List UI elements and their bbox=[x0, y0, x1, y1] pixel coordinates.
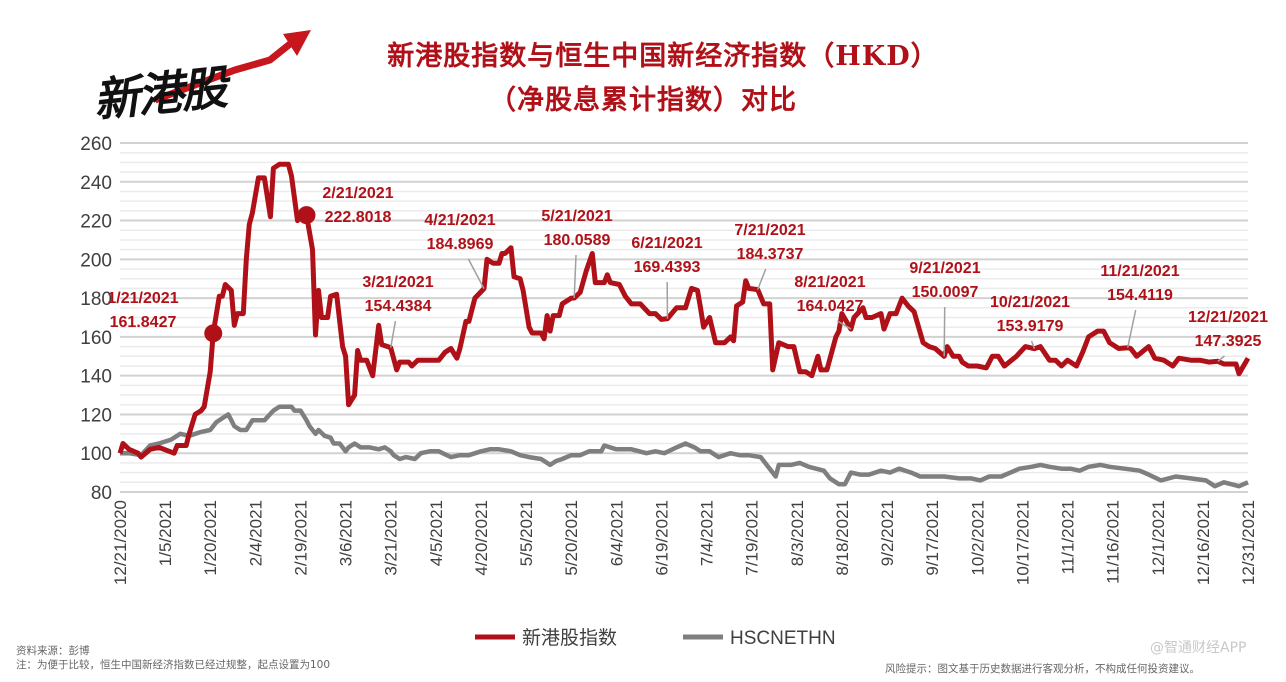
x-tick-label: 10/17/2021 bbox=[1013, 500, 1032, 585]
annotation-date: 4/21/2021 bbox=[424, 212, 495, 229]
y-tick-label: 260 bbox=[80, 134, 112, 155]
legend-label-xingangu: 新港股指数 bbox=[522, 627, 617, 649]
annotation-leader bbox=[1126, 309, 1137, 348]
note-text: 注：为便于比较，恒生中国新经济指数已经过规整，起点设置为100 bbox=[16, 659, 331, 671]
logo: 新港股 bbox=[85, 30, 325, 128]
y-tick-label: 140 bbox=[80, 367, 112, 388]
x-tick-label: 4/5/2021 bbox=[427, 500, 446, 566]
y-tick-label: 100 bbox=[80, 444, 112, 465]
y-tick-label: 80 bbox=[91, 483, 112, 504]
annotation-leader bbox=[389, 320, 397, 348]
x-tick-label: 3/21/2021 bbox=[382, 500, 401, 576]
y-tick-label: 200 bbox=[80, 250, 112, 271]
annotation-date: 8/21/2021 bbox=[794, 274, 865, 291]
risk-text: 风险提示：图文基于历史数据进行客观分析，不构成任何投资建议。 bbox=[885, 663, 1200, 675]
annotation-value: 169.4393 bbox=[634, 259, 701, 276]
y-tick-label: 220 bbox=[80, 212, 112, 233]
x-tick-label: 11/1/2021 bbox=[1059, 500, 1078, 574]
x-tick-label: 8/3/2021 bbox=[788, 500, 807, 566]
annotation-leader bbox=[573, 254, 577, 299]
x-tick-label: 11/16/2021 bbox=[1104, 500, 1123, 584]
series-line-hscnethn bbox=[120, 404, 1249, 489]
annotation-leader bbox=[756, 268, 767, 290]
x-tick-label: 8/18/2021 bbox=[833, 500, 852, 576]
annotation-leader bbox=[836, 320, 852, 330]
annotation-value: 161.8427 bbox=[110, 314, 177, 331]
x-tick-label: 12/31/2021 bbox=[1239, 500, 1258, 585]
annotation-leader bbox=[1030, 340, 1036, 349]
series-line-xingangu bbox=[117, 161, 1251, 460]
annotation-date: 6/21/2021 bbox=[631, 235, 702, 252]
x-tick-label: 2/19/2021 bbox=[291, 500, 310, 576]
annotation-date: 1/21/2021 bbox=[107, 290, 178, 307]
chart-subtitle: （净股息累计指数）对比 bbox=[489, 85, 797, 116]
annotation-leader bbox=[1217, 355, 1225, 362]
annotation-date: 5/21/2021 bbox=[541, 208, 612, 225]
annotation-date: 11/21/2021 bbox=[1100, 263, 1179, 280]
annotation-value: 147.3925 bbox=[1195, 333, 1262, 350]
annotation-marker bbox=[297, 206, 316, 225]
annotation-leader bbox=[467, 258, 485, 289]
x-tick-label: 7/4/2021 bbox=[698, 500, 717, 566]
y-tick-label: 120 bbox=[80, 405, 112, 426]
annotation-value: 184.8969 bbox=[427, 236, 494, 253]
annotation-leader bbox=[943, 306, 946, 357]
x-tick-label: 6/19/2021 bbox=[652, 500, 671, 576]
annotation-value: 153.9179 bbox=[997, 318, 1064, 335]
x-tick-label: 4/20/2021 bbox=[472, 500, 491, 576]
annotation-date: 12/21/2021 bbox=[1188, 309, 1268, 326]
x-tick-label: 12/1/2021 bbox=[1149, 500, 1168, 576]
annotation-value: 164.0427 bbox=[797, 298, 864, 315]
x-tick-label: 6/4/2021 bbox=[607, 500, 626, 566]
annotation-value: 154.4119 bbox=[1107, 287, 1173, 304]
x-tick-label: 5/5/2021 bbox=[517, 500, 536, 566]
annotation-value: 184.3737 bbox=[737, 246, 804, 263]
y-tick-label: 240 bbox=[80, 173, 112, 194]
x-tick-label: 1/5/2021 bbox=[156, 500, 175, 566]
source-text: 资料来源：彭博 bbox=[16, 645, 90, 657]
x-tick-label: 12/16/2021 bbox=[1194, 500, 1213, 585]
footer-notes: 资料来源：彭博 注：为便于比较，恒生中国新经济指数已经过规整，起点设置为100 bbox=[16, 644, 330, 672]
annotation-date: 7/21/2021 bbox=[734, 222, 805, 239]
annotation-value: 180.0589 bbox=[544, 232, 611, 249]
annotation-value: 154.4384 bbox=[365, 298, 432, 315]
y-tick-label: 180 bbox=[80, 289, 112, 310]
y-tick-label: 160 bbox=[80, 328, 112, 349]
annotation-date: 9/21/2021 bbox=[909, 260, 980, 277]
x-tick-label: 10/2/2021 bbox=[968, 500, 987, 576]
annotation-date: 2/21/2021 bbox=[322, 185, 393, 202]
annotation-value: 222.8018 bbox=[325, 209, 392, 226]
legend-label-hscnethn: HSCNETHN bbox=[730, 628, 836, 649]
x-tick-label: 1/20/2021 bbox=[201, 500, 220, 576]
x-tick-label: 12/21/2020 bbox=[111, 500, 130, 585]
annotation-value: 150.0097 bbox=[912, 284, 979, 301]
chart-title: 新港股指数与恒生中国新经济指数（HKD） bbox=[387, 41, 939, 72]
watermark: @智通财经APP bbox=[1150, 640, 1247, 656]
annotation-date: 3/21/2021 bbox=[362, 274, 433, 291]
x-tick-label: 9/2/2021 bbox=[878, 500, 897, 566]
annotation-date: 10/21/2021 bbox=[990, 294, 1070, 311]
logo-arrow-icon bbox=[153, 30, 311, 104]
x-tick-label: 9/17/2021 bbox=[923, 500, 942, 576]
x-tick-label: 7/19/2021 bbox=[743, 500, 762, 576]
x-tick-label: 2/4/2021 bbox=[246, 500, 265, 566]
x-tick-label: 3/6/2021 bbox=[337, 500, 356, 566]
annotation-marker bbox=[204, 324, 223, 343]
x-tick-label: 5/20/2021 bbox=[562, 500, 581, 576]
